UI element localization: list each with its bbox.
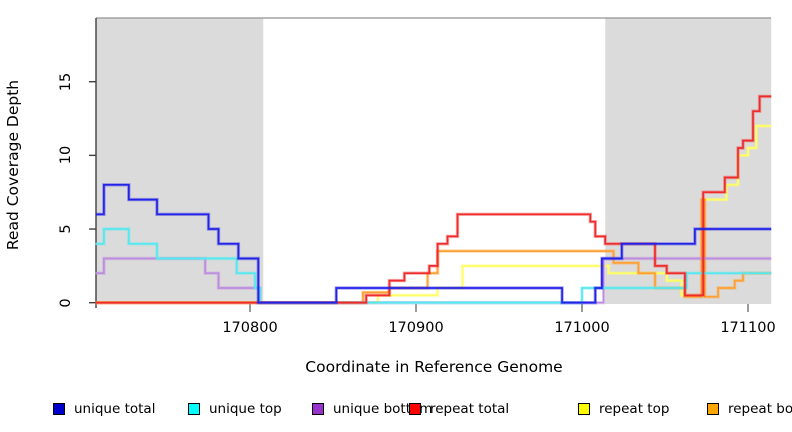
- left-repeat-region: [95, 18, 264, 304]
- legend-item-unique-bottom: unique bottom: [312, 399, 432, 419]
- legend-label: repeat top: [599, 401, 670, 417]
- y-axis-title: Read Coverage Depth: [4, 79, 22, 251]
- legend-label: repeat total: [430, 401, 510, 417]
- legend-item-repeat-total: repeat total: [409, 399, 509, 419]
- series-unique-total: [95, 183, 772, 304]
- legend-swatch-icon: [707, 403, 719, 415]
- legend-item-unique-top: unique top: [188, 399, 282, 419]
- x-tick-label: 170800: [222, 320, 278, 336]
- legend-label: unique total: [74, 401, 156, 417]
- legend-swatch-icon: [409, 403, 421, 415]
- y-tick-label: 15: [58, 72, 74, 91]
- y-tick-label: 5: [58, 224, 74, 234]
- x-axis-title: Coordinate in Reference Genome: [305, 358, 563, 376]
- y-tick-label: 0: [58, 298, 74, 308]
- legend-swatch-icon: [312, 403, 324, 415]
- legend-label: repeat bottom: [728, 401, 792, 417]
- legend: unique total unique top unique bottom repea…: [0, 399, 792, 423]
- legend-item-unique-total: unique total: [53, 399, 155, 419]
- legend-label: unique top: [209, 401, 282, 417]
- series-unique-bottom: [95, 257, 772, 304]
- legend-item-repeat-bottom: repeat bottom: [707, 399, 792, 419]
- legend-swatch-icon: [578, 403, 590, 415]
- y-tick-label: 10: [58, 146, 74, 165]
- series-repeat-total: [95, 95, 772, 304]
- legend-item-repeat-top: repeat top: [578, 399, 669, 419]
- legend-label: unique bottom: [333, 401, 433, 417]
- right-repeat-region: [605, 18, 772, 304]
- x-tick-label: 170900: [388, 320, 444, 336]
- x-tick-label: 171000: [554, 320, 610, 336]
- legend-swatch-icon: [53, 403, 65, 415]
- legend-swatch-icon: [188, 403, 200, 415]
- x-tick-label: 171100: [720, 320, 776, 336]
